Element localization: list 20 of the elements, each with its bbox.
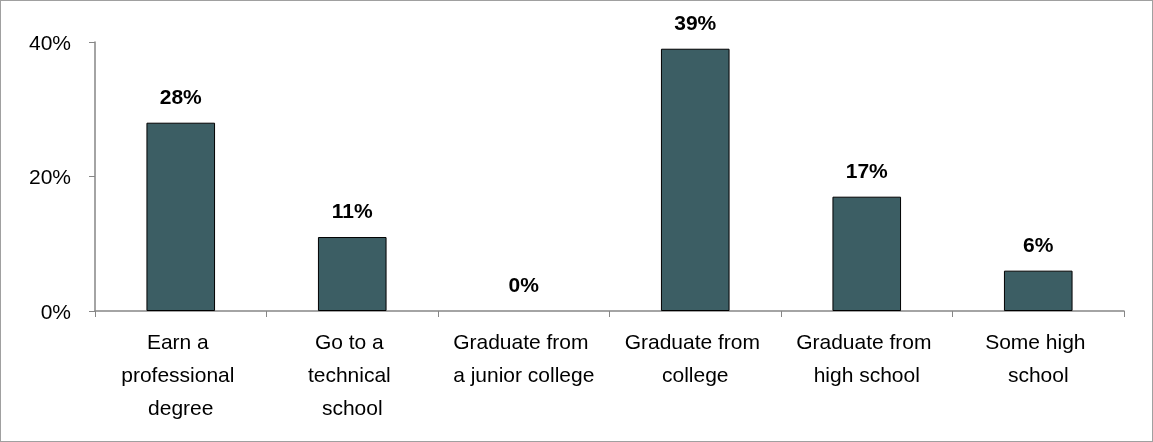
bar: [317, 237, 387, 311]
bar: [832, 196, 902, 311]
x-tick-label: Go to a technical school: [307, 330, 397, 419]
x-tick-label: Some high school: [985, 330, 1092, 386]
y-tick-label: 0%: [40, 299, 71, 323]
bar: [146, 122, 216, 311]
data-label: 39%: [674, 10, 717, 34]
x-tick-label: Graduate from high school: [796, 330, 938, 386]
bar: [660, 48, 730, 311]
x-tick-label: Earn a professional degree: [121, 330, 241, 419]
data-label: 6%: [1023, 232, 1054, 256]
data-label: 11%: [331, 199, 374, 223]
bar: [1003, 270, 1073, 311]
x-tick-label: Graduate from a junior college: [453, 330, 595, 386]
data-label: 28%: [159, 84, 203, 108]
data-label: 17%: [845, 158, 889, 182]
data-label: 0%: [508, 273, 540, 296]
y-tick-label: 40%: [28, 30, 71, 54]
x-tick-label: Graduate from college: [624, 330, 766, 386]
y-tick-label: 20%: [28, 165, 71, 188]
